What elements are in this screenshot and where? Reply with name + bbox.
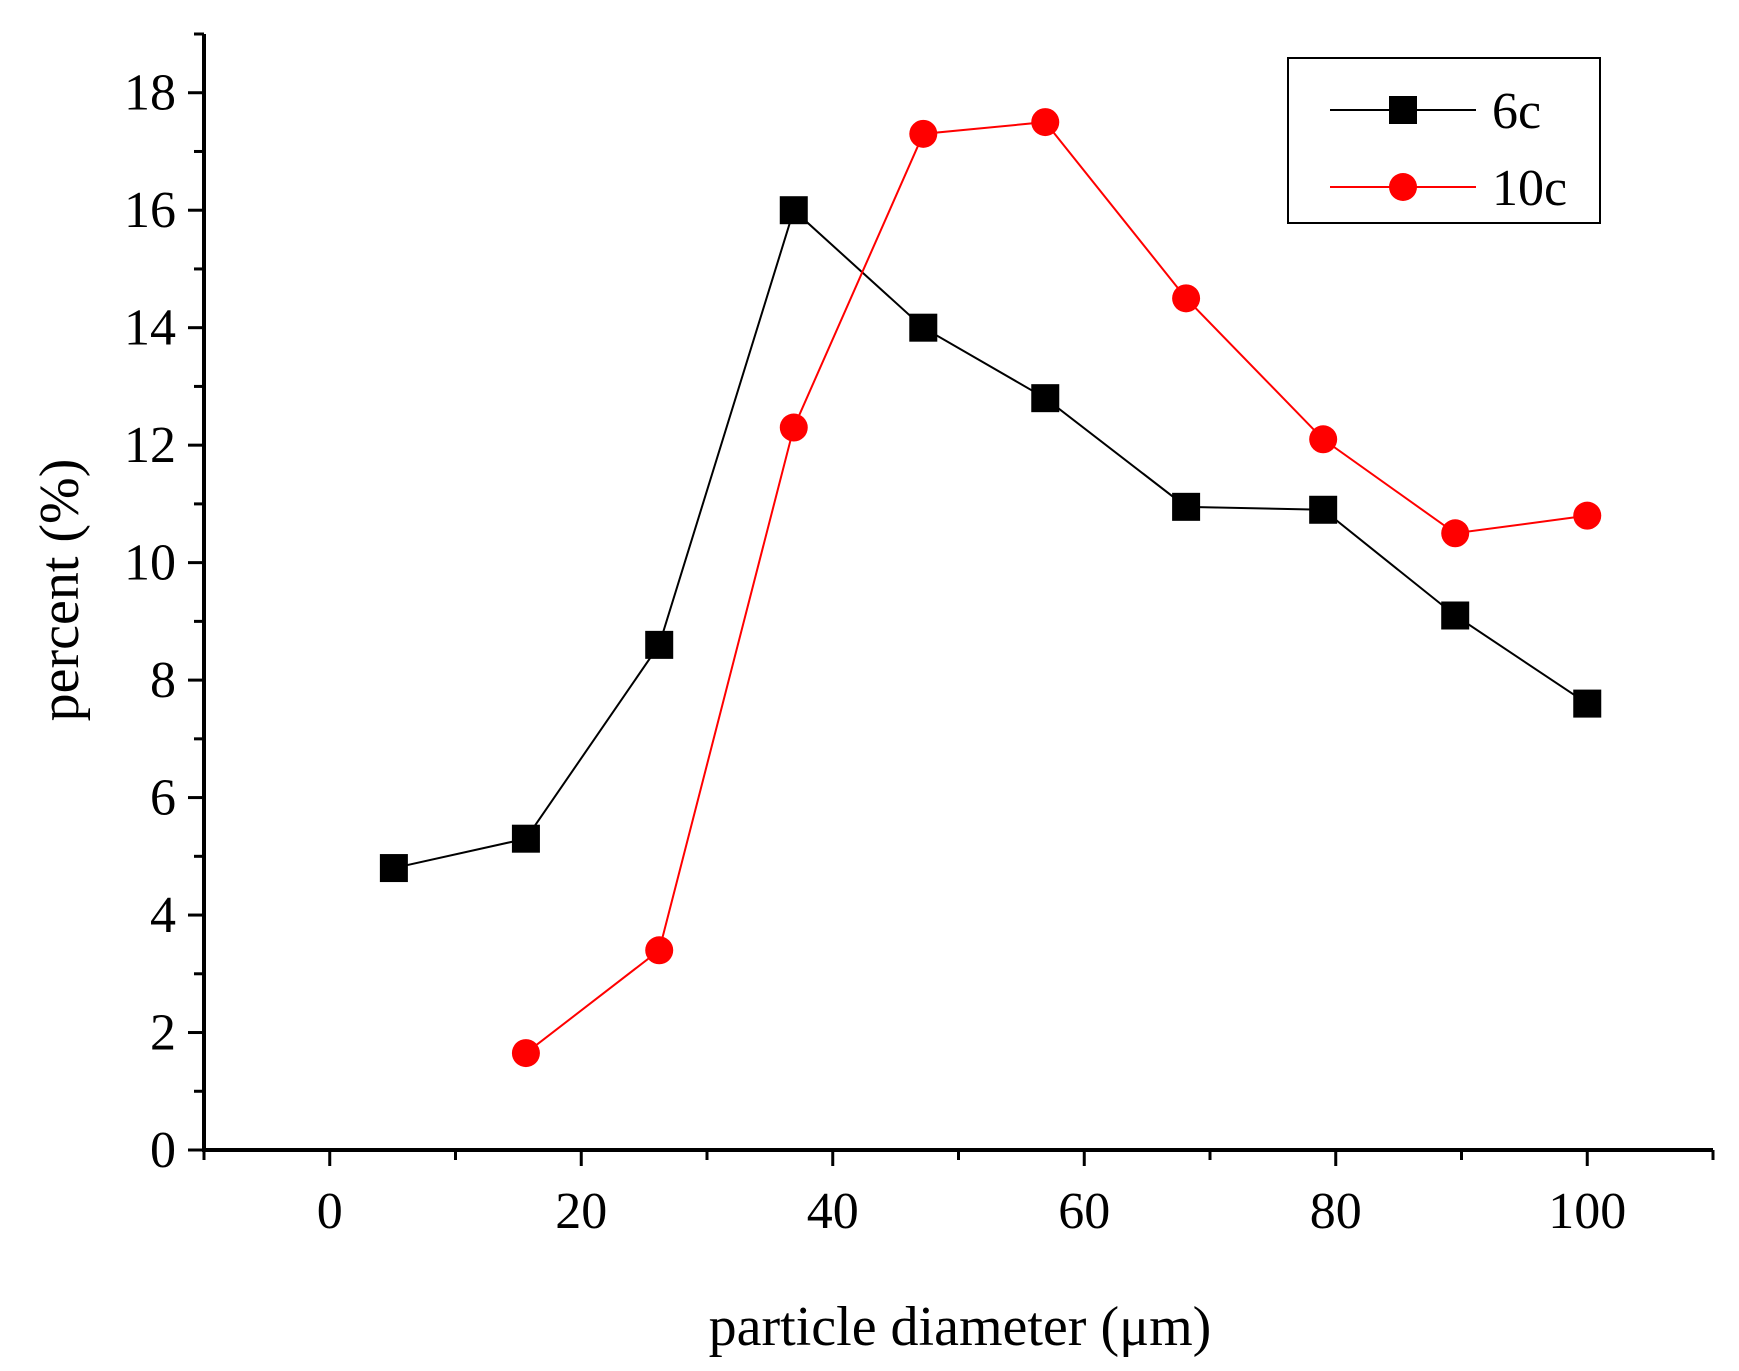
- x-tick-label: 60: [1058, 1183, 1110, 1240]
- y-tick-label: 4: [150, 887, 176, 944]
- y-tick-label: 2: [150, 1005, 176, 1062]
- series-layer: [379, 108, 1602, 1068]
- data-point-6c: [511, 824, 540, 853]
- x-tick-label: 100: [1548, 1183, 1626, 1240]
- y-tick-label: 12: [124, 417, 176, 474]
- y-tick-label: 6: [150, 770, 176, 827]
- data-point-6c: [1309, 495, 1338, 524]
- x-tick-label: 80: [1310, 1183, 1362, 1240]
- data-point-10c: [1172, 284, 1201, 313]
- legend-label-10c: 10c: [1492, 160, 1567, 217]
- legend-entry-6c: 6c: [1330, 83, 1541, 140]
- x-tick-label: 20: [555, 1183, 607, 1240]
- legend-entry-10c: 10c: [1330, 160, 1567, 217]
- legend-marker-10c: [1389, 173, 1417, 201]
- data-point-10c: [1031, 108, 1060, 137]
- x-ticks: 0 20 40 60 80 100: [202, 1150, 1715, 1240]
- y-tick-label: 8: [150, 652, 176, 709]
- y-axis-title: percent (%): [29, 459, 91, 722]
- legend-label-6c: 6c: [1492, 83, 1541, 140]
- data-point-10c: [1573, 501, 1602, 530]
- y-tick-label: 14: [124, 300, 176, 357]
- legend-marker-6c: [1389, 96, 1417, 124]
- x-axis-title: particle diameter (μm): [709, 1296, 1212, 1358]
- data-point-10c: [1309, 425, 1338, 454]
- data-point-6c: [909, 313, 938, 342]
- data-point-6c: [1172, 492, 1201, 521]
- data-point-10c: [511, 1039, 540, 1068]
- y-tick-label: 10: [124, 535, 176, 592]
- series-6c: [379, 196, 1602, 883]
- data-point-6c: [1031, 384, 1060, 413]
- data-point-10c: [1441, 519, 1470, 548]
- x-tick-label: 40: [807, 1183, 859, 1240]
- data-point-6c: [1441, 601, 1470, 630]
- y-tick-label: 18: [124, 65, 176, 122]
- series-line-6c: [393, 208, 1588, 870]
- data-point-10c: [909, 119, 938, 148]
- data-point-10c: [645, 936, 674, 965]
- series-10c: [511, 108, 1602, 1068]
- legend-box: [1287, 57, 1601, 224]
- y-ticks: 0 2 4 6 8 10 12 14 16 18: [124, 32, 204, 1179]
- x-tick-label: 0: [317, 1183, 343, 1240]
- data-point-6c: [1573, 689, 1602, 718]
- data-point-6c: [779, 196, 808, 225]
- data-point-6c: [645, 630, 674, 659]
- data-point-6c: [379, 854, 408, 883]
- y-tick-label: 16: [124, 182, 176, 239]
- data-point-10c: [779, 413, 808, 442]
- y-tick-label: 0: [150, 1122, 176, 1179]
- series-line-10c: [525, 121, 1588, 1054]
- legend: 6c 10c: [1287, 57, 1601, 224]
